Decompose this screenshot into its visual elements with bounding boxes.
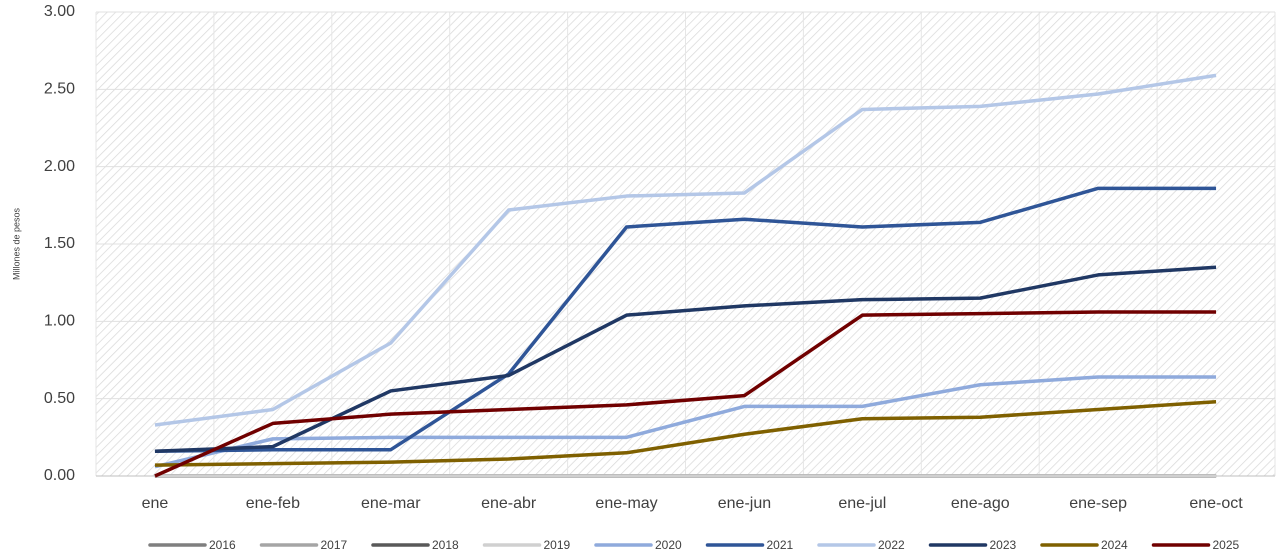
x-tick-label: ene-abr: [481, 495, 537, 512]
legend-label: 2025: [1213, 538, 1240, 552]
legend-label: 2021: [767, 538, 794, 552]
x-tick-label: ene-feb: [246, 495, 300, 512]
x-tick-label: ene-mar: [361, 495, 421, 512]
series-line: [154, 73, 1217, 427]
y-tick-label: 1.50: [44, 235, 75, 252]
x-tick-label: ene-jul: [838, 495, 886, 512]
y-tick-label: 2.50: [44, 81, 75, 98]
series-line: [154, 310, 1217, 478]
y-tick-label: 1.00: [44, 313, 75, 330]
x-tick-label: ene-ago: [951, 495, 1010, 512]
x-tick-label: ene: [142, 495, 169, 512]
y-tick-label: 0.00: [44, 467, 75, 484]
y-tick-label: 0.50: [44, 390, 75, 407]
legend-label: 2023: [990, 538, 1017, 552]
x-tick-label: ene-sep: [1069, 495, 1127, 512]
legend-label: 2018: [432, 538, 459, 552]
x-tick-label: ene-may: [595, 495, 657, 512]
legend-label: 2020: [655, 538, 682, 552]
y-axis-label: Millones de pesos: [11, 207, 21, 280]
legend-label: 2022: [878, 538, 905, 552]
series-line: [154, 186, 1217, 454]
legend-label: 2019: [544, 538, 571, 552]
series-line: [154, 375, 1217, 469]
x-tick-label: ene-oct: [1189, 495, 1243, 512]
y-tick-label: 3.00: [44, 3, 75, 20]
legend-label: 2017: [321, 538, 348, 552]
y-tick-label: 2.00: [44, 158, 75, 175]
series-line: [154, 400, 1217, 467]
legend-label: 2024: [1101, 538, 1128, 552]
legend-label: 2016: [209, 538, 236, 552]
x-tick-label: ene-jun: [718, 495, 771, 512]
